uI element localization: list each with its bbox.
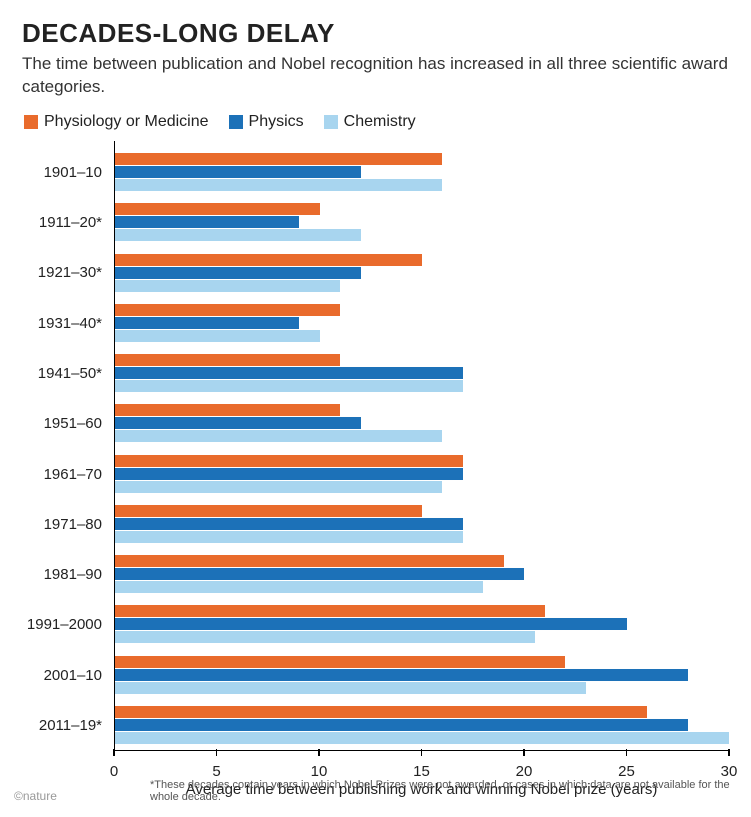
x-tick-label: 10 (311, 763, 328, 780)
x-tick (318, 749, 320, 756)
bar (115, 229, 361, 241)
y-axis-label: 1931–40* (22, 298, 108, 348)
bar (115, 417, 361, 429)
bar-group (115, 649, 729, 699)
bar (115, 669, 688, 681)
chart-title: DECADES-LONG DELAY (22, 18, 729, 49)
y-axis-labels: 1901–101911–20*1921–30*1931–40*1941–50*1… (22, 141, 108, 751)
bar (115, 581, 483, 593)
bar-group (115, 398, 729, 448)
y-axis-label: 2001–10 (22, 650, 108, 700)
x-tick (113, 749, 115, 756)
bar (115, 330, 320, 342)
bar (115, 367, 463, 379)
bar (115, 267, 361, 279)
bar (115, 280, 340, 292)
plot-area (114, 141, 729, 751)
bar (115, 518, 463, 530)
bar (115, 706, 647, 718)
y-axis-label: 1951–60 (22, 399, 108, 449)
bar-group (115, 247, 729, 297)
bar (115, 179, 442, 191)
bar (115, 481, 442, 493)
y-axis-label: 1991–2000 (22, 600, 108, 650)
x-tick-label: 30 (721, 763, 738, 780)
footnote-text: *These decades contain years in which No… (150, 779, 731, 803)
legend-label: Physiology or Medicine (44, 113, 209, 131)
x-tick-label: 0 (110, 763, 118, 780)
x-tick (728, 749, 730, 756)
bar (115, 455, 463, 467)
legend-label: Physics (249, 113, 304, 131)
bar (115, 380, 463, 392)
bar (115, 317, 299, 329)
y-axis-label: 1971–80 (22, 499, 108, 549)
bar-group (115, 499, 729, 549)
bar (115, 153, 442, 165)
x-tick (523, 749, 525, 756)
bar-group (115, 147, 729, 197)
x-tick-label: 15 (413, 763, 430, 780)
y-axis-label: 1961–70 (22, 449, 108, 499)
bar (115, 468, 463, 480)
bar-group (115, 448, 729, 498)
bar (115, 354, 340, 366)
bar-group (115, 599, 729, 649)
x-tick-label: 5 (212, 763, 220, 780)
bar-group (115, 348, 729, 398)
x-tick (421, 749, 423, 756)
bar-group (115, 298, 729, 348)
bar (115, 531, 463, 543)
bar (115, 505, 422, 517)
bar (115, 568, 524, 580)
credit-text: ©nature (14, 789, 57, 803)
legend-label: Chemistry (344, 113, 416, 131)
legend-swatch (229, 115, 243, 129)
bar (115, 203, 320, 215)
legend-item: Physiology or Medicine (24, 113, 209, 131)
x-tick (626, 749, 628, 756)
y-axis-label: 1941–50* (22, 348, 108, 398)
bar (115, 216, 299, 228)
bar (115, 618, 627, 630)
bar (115, 404, 340, 416)
bar (115, 254, 422, 266)
bar-group (115, 549, 729, 599)
x-tick-label: 20 (516, 763, 533, 780)
legend-swatch (324, 115, 338, 129)
bar-group (115, 197, 729, 247)
bar (115, 430, 442, 442)
bar (115, 555, 504, 567)
legend-item: Chemistry (324, 113, 416, 131)
y-axis-label: 1921–30* (22, 248, 108, 298)
y-axis-label: 2011–19* (22, 700, 108, 750)
bar (115, 656, 565, 668)
bar (115, 605, 545, 617)
x-tick-label: 25 (618, 763, 635, 780)
y-axis-label: 1911–20* (22, 197, 108, 247)
y-axis-label: 1901–10 (22, 147, 108, 197)
legend: Physiology or Medicine Physics Chemistry (22, 113, 729, 131)
legend-item: Physics (229, 113, 304, 131)
bar (115, 682, 586, 694)
bar-group (115, 700, 729, 750)
bar (115, 631, 535, 643)
x-tick (216, 749, 218, 756)
bar (115, 719, 688, 731)
chart-subtitle: The time between publication and Nobel r… (22, 53, 729, 99)
bar (115, 304, 340, 316)
bar (115, 732, 729, 744)
legend-swatch (24, 115, 38, 129)
y-axis-label: 1981–90 (22, 550, 108, 600)
bar (115, 166, 361, 178)
